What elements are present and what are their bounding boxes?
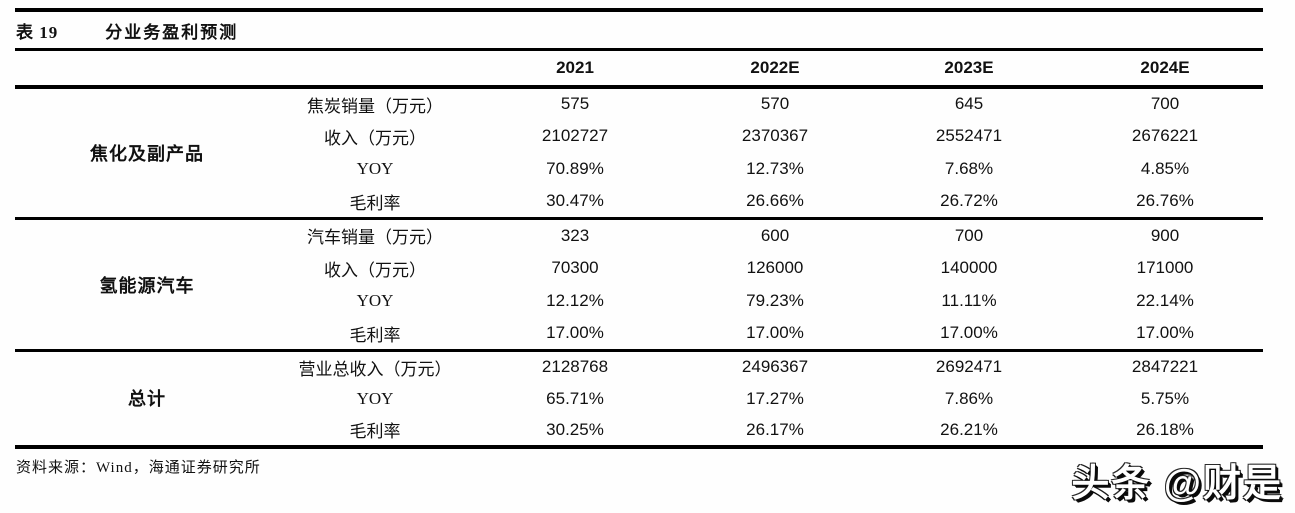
table-row: 总计 营业总收入（万元） 2128768 2496367 2692471 284…: [15, 351, 1263, 409]
row-label: 收入（万元）: [324, 260, 426, 280]
cell-value: 30.47%: [546, 191, 604, 211]
table-row: YOY 70.89% 12.73% 7.68% 4.85%: [15, 153, 1263, 186]
row-label: 焦炭销量（万元）: [307, 96, 443, 116]
table-number: 表 19: [16, 23, 59, 42]
cell-value: 140000: [940, 258, 998, 277]
cell-value: 26.76%: [1136, 191, 1194, 211]
cell-value: 12.12%: [546, 291, 604, 310]
cell-value: 171000: [1136, 258, 1194, 277]
table-row: 收入（万元） 70300 126000 140000 171000: [15, 252, 1263, 285]
cell-value: 7.86%: [944, 388, 994, 408]
row-label: 毛利率: [349, 325, 401, 345]
cell-value: 2552471: [935, 126, 1003, 145]
cell-value: 30.25%: [546, 419, 604, 439]
row-label: 收入（万元）: [324, 128, 426, 148]
cell-value: 2370367: [741, 126, 809, 145]
cell-value: 600: [760, 225, 790, 245]
row-label: YOY: [356, 291, 394, 310]
row-label: 营业总收入（万元）: [298, 359, 452, 379]
cell-value: 5.75%: [1140, 388, 1190, 408]
cell-value: 26.18%: [1136, 419, 1194, 439]
table-row: 收入（万元） 2102727 2370367 2552471 2676221: [15, 120, 1263, 153]
top-rule-divider: [15, 8, 1263, 12]
group-hydrogen-vehicles: 氢能源汽车 汽车销量（万元） 323 600 700 900 收入（万元） 70…: [15, 219, 1263, 351]
cell-value: 900: [1150, 225, 1180, 245]
cell-value: 323: [560, 225, 590, 245]
cell-value: 2847221: [1131, 357, 1199, 377]
watermark: 头条 @财是: [1071, 463, 1283, 505]
group-total: 总计 营业总收入（万元） 2128768 2496367 2692471 284…: [15, 351, 1263, 447]
cell-value: 2676221: [1131, 126, 1199, 145]
row-label: 毛利率: [349, 422, 401, 441]
page-title: 分业务盈利预测: [105, 23, 239, 42]
header-empty-cell: [279, 50, 471, 87]
cell-value: 575: [560, 94, 590, 113]
cell-value: 26.72%: [940, 191, 998, 211]
cell-value: 700: [1150, 94, 1180, 113]
header-row: 2021 2022E 2023E 2024E: [15, 50, 1263, 87]
cell-value: 26.17%: [746, 419, 804, 439]
source-note: 资料来源：Wind，海通证券研究所: [16, 459, 261, 476]
row-label: YOY: [356, 388, 394, 408]
table-row: YOY 65.71% 17.27% 7.86% 5.75%: [15, 383, 1263, 415]
year-header-2023e: 2023E: [944, 57, 994, 77]
cell-value: 2496367: [741, 357, 809, 377]
forecast-table: 2021 2022E 2023E 2024E 焦化及副产品 焦炭销量（万元） 5…: [15, 48, 1263, 449]
cell-value: 700: [954, 225, 984, 245]
table-title-row: 表 19 分业务盈利预测: [0, 12, 1295, 48]
cell-value: 17.00%: [940, 323, 998, 343]
cell-value: 2102727: [541, 126, 609, 145]
cell-value: 17.00%: [746, 323, 804, 343]
table-row: 毛利率 30.47% 26.66% 26.72% 26.76%: [15, 186, 1263, 219]
table-header: 2021 2022E 2023E 2024E: [15, 50, 1263, 87]
row-label: 汽车销量（万元）: [307, 228, 443, 248]
table-row: 毛利率 30.25% 26.17% 26.21% 26.18%: [15, 415, 1263, 447]
cell-value: 70300: [551, 258, 599, 277]
cell-value: 645: [954, 94, 984, 113]
table-row: YOY 12.12% 79.23% 11.11% 22.14%: [15, 285, 1263, 318]
cell-value: 7.68%: [944, 159, 994, 178]
cell-value: 570: [760, 94, 790, 113]
cell-value: 11.11%: [941, 291, 997, 310]
row-label: 毛利率: [349, 193, 401, 213]
cell-value: 4.85%: [1140, 159, 1190, 178]
year-header-2021: 2021: [556, 57, 594, 77]
row-label: YOY: [356, 159, 394, 178]
table-row: 氢能源汽车 汽车销量（万元） 323 600 700 900: [15, 219, 1263, 296]
group-label: 总计: [128, 389, 166, 410]
year-header-2024e: 2024E: [1140, 57, 1190, 77]
cell-value: 2692471: [935, 357, 1003, 377]
cell-value: 79.23%: [746, 291, 804, 310]
cell-value: 22.14%: [1136, 291, 1194, 310]
table-row: 焦化及副产品 焦炭销量（万元） 575 570 645 700: [15, 87, 1263, 164]
cell-value: 17.00%: [546, 323, 604, 343]
group-label: 焦化及副产品: [90, 143, 204, 164]
group-coking: 焦化及副产品 焦炭销量（万元） 575 570 645 700 收入（万元） 2…: [15, 87, 1263, 219]
cell-value: 2128768: [541, 357, 609, 377]
group-label: 氢能源汽车: [99, 275, 195, 296]
cell-value: 126000: [746, 258, 804, 277]
cell-value: 26.66%: [746, 191, 804, 211]
cell-value: 12.73%: [746, 159, 804, 178]
cell-value: 26.21%: [940, 419, 998, 439]
cell-value: 17.00%: [1136, 323, 1194, 343]
year-header-2022e: 2022E: [750, 57, 800, 77]
header-empty-cell: [15, 50, 279, 87]
cell-value: 17.27%: [746, 388, 804, 408]
cell-value: 65.71%: [546, 388, 604, 408]
table-row: 毛利率 17.00% 17.00% 17.00% 17.00%: [15, 318, 1263, 351]
cell-value: 70.89%: [546, 159, 604, 178]
